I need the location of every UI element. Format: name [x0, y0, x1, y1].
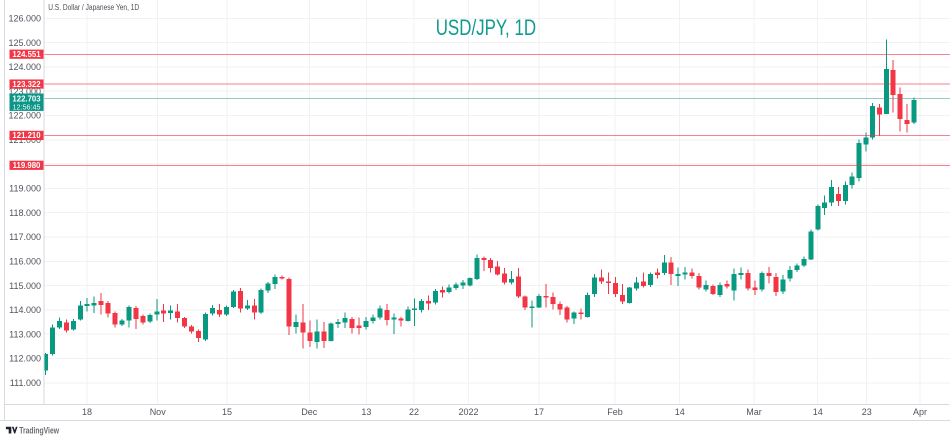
svg-text:13: 13 — [361, 407, 371, 417]
svg-text:116.000: 116.000 — [9, 257, 41, 267]
svg-text:124.000: 124.000 — [8, 62, 41, 72]
svg-text:122.000: 122.000 — [8, 111, 41, 121]
svg-text:123.322: 123.322 — [12, 80, 41, 89]
svg-text:119.980: 119.980 — [13, 161, 41, 170]
svg-text:U.S. Dollar / Japanese Yen, 1D: U.S. Dollar / Japanese Yen, 1D — [48, 2, 139, 12]
svg-text:111.000: 111.000 — [10, 378, 41, 388]
svg-text:124.551: 124.551 — [12, 50, 41, 59]
svg-text:18: 18 — [82, 407, 92, 417]
svg-text:Nov: Nov — [150, 407, 167, 417]
svg-text:118.000: 118.000 — [9, 208, 41, 218]
svg-text:17: 17 — [534, 407, 544, 417]
svg-text:113.000: 113.000 — [9, 329, 41, 339]
svg-text:14: 14 — [675, 407, 685, 417]
svg-text:Feb: Feb — [607, 407, 623, 417]
svg-text:121.210: 121.210 — [12, 131, 41, 140]
svg-text:22: 22 — [409, 407, 419, 417]
svg-text:23: 23 — [862, 407, 872, 417]
svg-text:15: 15 — [222, 407, 232, 417]
svg-text:14: 14 — [813, 407, 823, 417]
svg-text:TradingView: TradingView — [19, 425, 59, 436]
svg-text:126.000: 126.000 — [8, 14, 41, 24]
svg-text:112.000: 112.000 — [9, 354, 41, 364]
svg-text:119.000: 119.000 — [9, 184, 41, 194]
svg-text:Apr: Apr — [913, 407, 927, 417]
svg-text:USD/JPY, 1D: USD/JPY, 1D — [436, 15, 536, 40]
svg-text:12:56:45: 12:56:45 — [13, 102, 41, 111]
svg-text:122.703: 122.703 — [12, 94, 41, 103]
svg-text:Mar: Mar — [746, 407, 762, 417]
svg-text:115.000: 115.000 — [9, 281, 41, 291]
svg-text:Dec: Dec — [301, 407, 318, 417]
svg-text:2022: 2022 — [458, 407, 478, 417]
svg-text:125.000: 125.000 — [8, 38, 41, 48]
svg-text:117.000: 117.000 — [9, 232, 41, 242]
svg-text:114.000: 114.000 — [9, 305, 41, 315]
svg-text:123.000: 123.000 — [8, 86, 41, 96]
